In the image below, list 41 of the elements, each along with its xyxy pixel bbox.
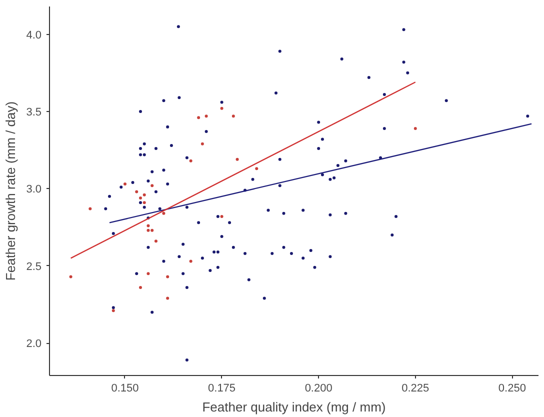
point	[236, 158, 239, 161]
y-tick-label: 3.5	[26, 106, 42, 118]
point	[138, 286, 142, 289]
y-tick-label: 2.5	[26, 260, 42, 273]
point	[189, 159, 192, 162]
point	[150, 184, 154, 188]
point	[414, 126, 417, 130]
y-tick-label: 2.0	[26, 338, 42, 350]
point	[197, 116, 200, 120]
point	[154, 240, 158, 243]
point	[69, 275, 72, 278]
y-tick-label: 4.0	[26, 29, 42, 42]
point	[146, 224, 150, 228]
point	[232, 114, 235, 118]
x-tick-label: 0.150	[111, 382, 139, 394]
point	[88, 207, 92, 210]
point	[166, 275, 170, 278]
point	[142, 201, 146, 204]
point	[200, 142, 204, 146]
point	[138, 196, 142, 200]
y-tick-label: 3.0	[26, 184, 42, 196]
point	[142, 193, 146, 196]
point	[166, 296, 170, 300]
x-axis-title: Feather quality index (mg / mm)	[202, 400, 386, 414]
point	[162, 212, 166, 215]
x-tick-label: 0.200	[304, 382, 332, 394]
point	[220, 106, 224, 110]
point	[146, 272, 150, 276]
point	[112, 309, 115, 312]
point	[124, 182, 126, 186]
x-tick-label: 0.250	[498, 382, 526, 394]
x-tick-label: 0.225	[402, 382, 430, 394]
y-axis-title: Feather growth rate (mm / day)	[3, 101, 18, 281]
point	[189, 260, 192, 263]
point	[135, 190, 138, 194]
x-tick-label: 0.175	[208, 382, 236, 394]
point	[146, 228, 150, 232]
point	[204, 114, 208, 118]
point	[220, 214, 224, 218]
point	[255, 167, 258, 170]
point	[150, 228, 154, 232]
